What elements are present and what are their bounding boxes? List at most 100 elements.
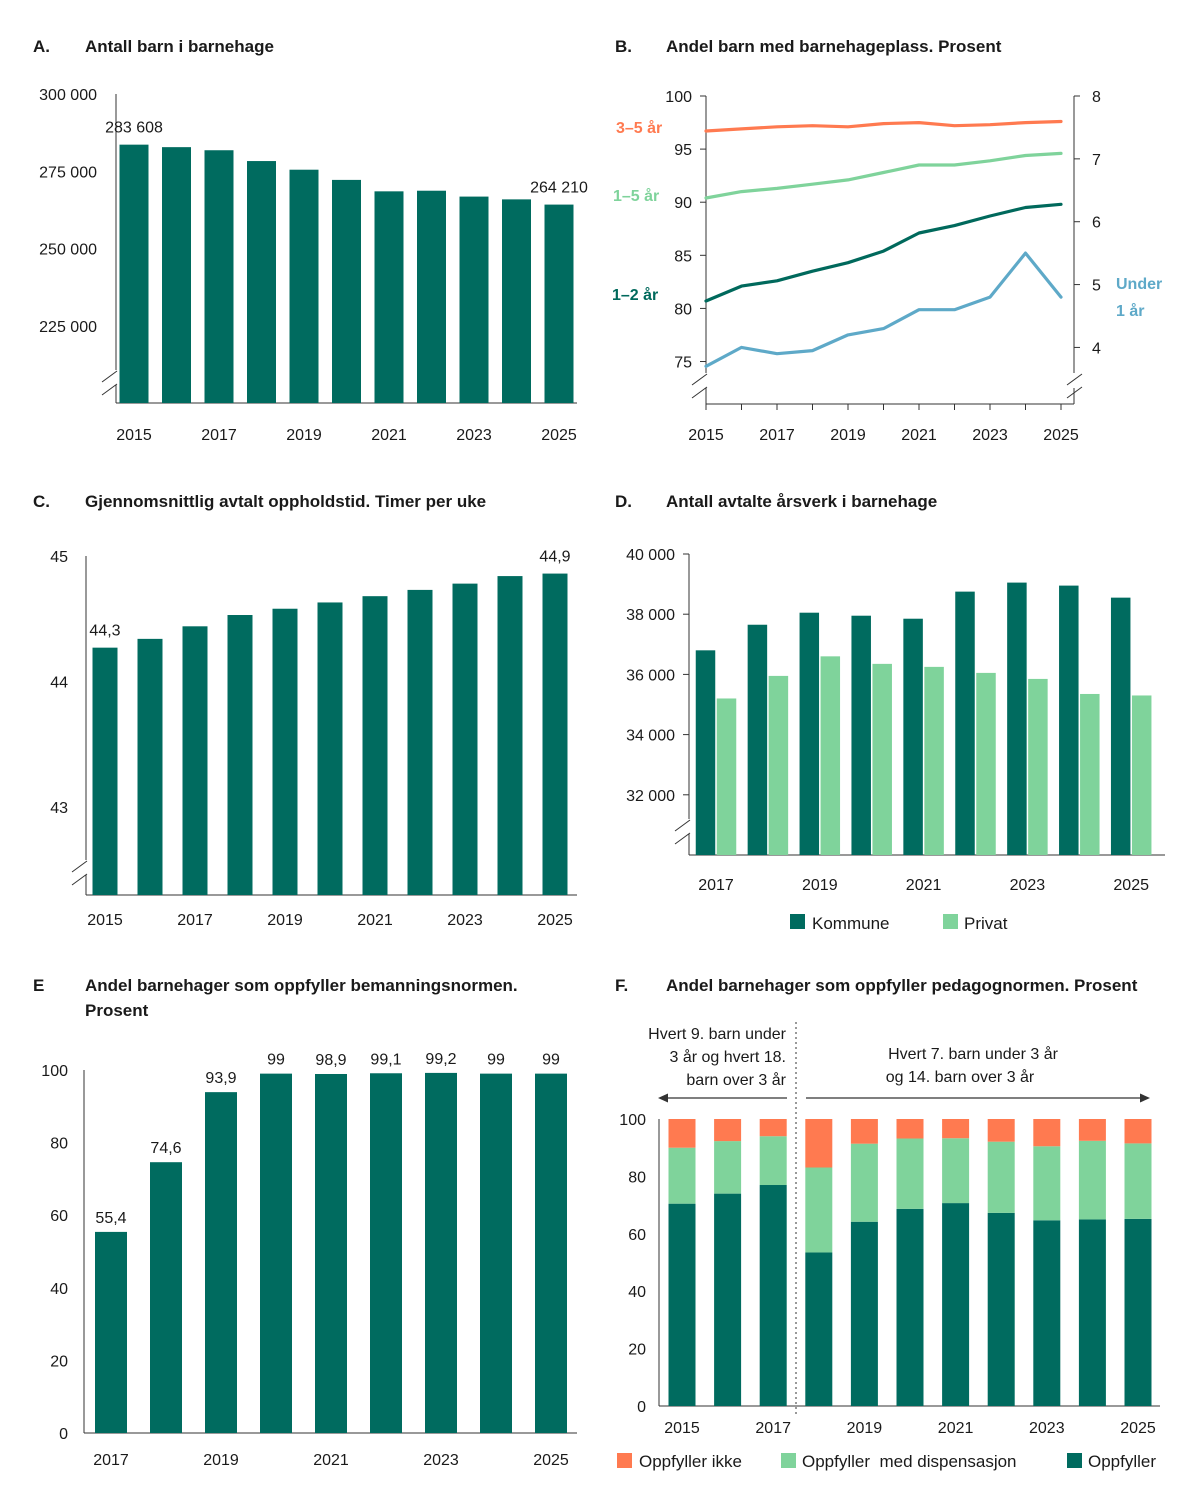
data-label-2015: 44,3	[89, 623, 120, 640]
bar-2017	[95, 1231, 127, 1433]
panel-e-letter: E	[33, 976, 44, 995]
bar-seg-1-2021	[942, 1138, 970, 1204]
bar-privat-2020	[872, 663, 892, 855]
y-tick-label-right: 4	[1092, 340, 1101, 357]
axis-break-right-1	[1066, 373, 1083, 386]
y-tick-label-left: 90	[674, 195, 692, 212]
bar-seg-2-2024	[1078, 1119, 1106, 1141]
panel-e-title-line2: Prosent	[85, 1001, 149, 1020]
bar-kommune-2025	[1110, 597, 1131, 855]
axis-break-right-2	[1066, 386, 1083, 399]
y-tick-label-right: 7	[1092, 152, 1101, 169]
data-label-2023: 99,2	[425, 1051, 456, 1068]
bar-privat-2017	[716, 698, 737, 855]
panel-c-plot: 43 44 45 44,3 44,9 2015 2017 2019 2021 2023 2025	[50, 549, 577, 929]
panel-e-title-line1: Andel barnehager som oppfyller bemanning…	[85, 976, 518, 995]
bar-privat-2018	[768, 675, 789, 855]
bar-2022	[417, 190, 446, 403]
panel-c: C. Gjennomsnittlig avtalt oppholdstid. T…	[33, 492, 577, 929]
bar-2020	[260, 1073, 292, 1433]
x-tick-label: 2025	[541, 427, 577, 444]
x-tick-label: 2021	[313, 1452, 349, 1469]
x-tick-label: 2023	[972, 427, 1008, 444]
bar-2022	[407, 589, 433, 895]
panel-b-plot: 75 80 85 90 95 100 4 5 6 7 8 2015 2017 2019 2021 2023 20…	[665, 89, 1101, 444]
bar-2025	[542, 573, 568, 895]
legend-swatch-privat	[943, 914, 958, 929]
data-label-2025: 44,9	[539, 549, 570, 566]
bar-seg-2-2025	[1124, 1119, 1152, 1144]
panel-f-plot: 0 20 40 60 80 100 2015 2017 2019 2021 2023 2025	[619, 1112, 1160, 1437]
bar-seg-0-2023	[1033, 1220, 1061, 1406]
y-tick-label: 38 000	[626, 607, 675, 624]
panel-c-letter: C.	[33, 492, 50, 511]
y-tick-label-right: 8	[1092, 89, 1101, 106]
bar-2021	[315, 1073, 347, 1433]
legend-label-med-dispensasjon: Oppfyller med dispensasjon	[802, 1452, 1017, 1471]
annotation-right-line1: Hvert 7. barn under 3 år	[888, 1045, 1059, 1063]
bar-2016	[137, 638, 163, 895]
y-tick-label-left: 75	[674, 355, 692, 372]
bar-kommune-2017	[695, 650, 716, 855]
bar-seg-2-2020	[896, 1119, 924, 1139]
bar-privat-2025	[1131, 695, 1152, 855]
legend-label-oppfyller-ikke: Oppfyller ikke	[639, 1452, 742, 1471]
bar-privat-2024	[1080, 693, 1100, 855]
y-tick-label: 44	[50, 675, 68, 692]
axis-break-1	[71, 860, 88, 873]
data-label-2019: 93,9	[205, 1070, 236, 1087]
bar-2019	[289, 169, 319, 403]
bar-seg-0-2021	[942, 1203, 970, 1406]
x-tick-label: 2017	[177, 912, 213, 929]
axis-break-1	[101, 370, 118, 383]
y-tick-label-right: 6	[1092, 215, 1101, 232]
data-label-2020: 99	[267, 1052, 285, 1069]
bar-seg-1-2024	[1078, 1140, 1106, 1220]
data-label-2024: 99	[487, 1052, 505, 1069]
axis-break-left-1	[691, 373, 708, 386]
x-tick-label: 2023	[456, 427, 492, 444]
x-tick-label: 2017	[698, 877, 734, 894]
y-tick-label-left: 100	[665, 89, 692, 106]
panel-d-letter: D.	[615, 492, 632, 511]
bar-kommune-2018	[747, 624, 768, 855]
panel-d-plot: 32 000 34 000 36 000 38 000 40 000 2017 2019 20…	[626, 547, 1165, 894]
panel-a-plot: 225 000 250 000 275 000 300 000 283 608 264 2…	[39, 87, 588, 444]
bar-2016	[162, 147, 191, 403]
bar-kommune-2020	[851, 615, 871, 855]
bar-seg-2-2018	[805, 1119, 833, 1168]
y-tick-label: 0	[637, 1399, 646, 1416]
y-tick-label: 100	[619, 1112, 646, 1129]
data-label-2018: 74,6	[150, 1140, 181, 1157]
y-tick-label: 80	[628, 1169, 646, 1186]
bar-2017	[204, 150, 234, 403]
data-label-2022: 99,1	[370, 1051, 401, 1068]
panel-d-title: Antall avtalte årsverk i barnehage	[666, 492, 937, 511]
legend-label-kommune: Kommune	[812, 914, 889, 933]
bar-2022	[370, 1073, 402, 1433]
legend-swatch-oppfyller	[1067, 1453, 1082, 1468]
x-tick-label: 2021	[938, 1420, 974, 1437]
x-tick-label: 2015	[87, 912, 123, 929]
x-tick-label: 2017	[759, 427, 795, 444]
legend-label-privat: Privat	[964, 914, 1008, 933]
y-tick-label: 275 000	[39, 164, 97, 181]
x-tick-label: 2017	[201, 427, 237, 444]
bar-2020	[317, 602, 343, 895]
bar-kommune-2022	[955, 591, 975, 855]
y-tick-label: 100	[41, 1063, 68, 1080]
x-tick-label: 2025	[1120, 1420, 1156, 1437]
data-label-2015: 283 608	[105, 120, 163, 137]
bar-seg-0-2015	[668, 1203, 696, 1406]
bar-seg-0-2019	[850, 1221, 878, 1406]
x-tick-label: 2015	[688, 427, 724, 444]
bar-2023	[425, 1072, 457, 1433]
series-line-1	[704, 151, 1063, 200]
panel-e-plot: 0 20 40 60 80 100 55,4 74,6 93,9 99 98,9 99,1 99,2 99…	[41, 1051, 577, 1469]
panel-c-title: Gjennomsnittlig avtalt oppholdstid. Time…	[85, 492, 486, 511]
y-tick-label: 32 000	[626, 788, 675, 805]
bar-2019	[272, 608, 298, 895]
x-tick-label: 2023	[447, 912, 483, 929]
bar-seg-2-2016	[714, 1119, 742, 1142]
bar-2017	[182, 626, 208, 895]
